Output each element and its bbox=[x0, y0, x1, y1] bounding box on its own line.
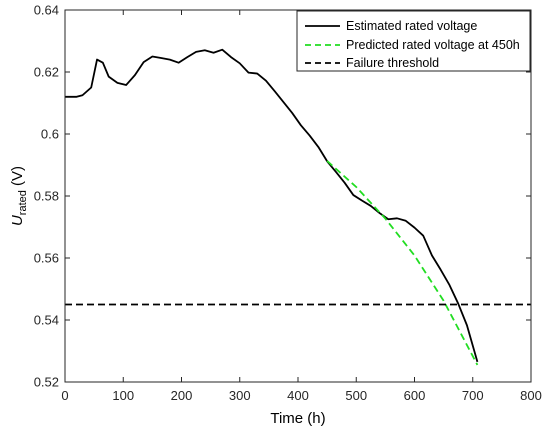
x-axis-title: Time (h) bbox=[270, 410, 325, 427]
y-tick-label: 0.62 bbox=[34, 65, 59, 80]
x-tick-label: 500 bbox=[345, 388, 367, 403]
y-axis: 0.52 0.54 0.56 0.58 0.6 0.62 0.64 bbox=[34, 3, 531, 390]
x-tick-label: 600 bbox=[404, 388, 426, 403]
x-tick-label: 800 bbox=[520, 388, 542, 403]
y-axis-title-symbol: U bbox=[9, 215, 26, 226]
x-tick-label: 400 bbox=[287, 388, 309, 403]
x-tick-label: 700 bbox=[462, 388, 484, 403]
y-tick-label: 0.52 bbox=[34, 375, 59, 390]
x-tick-label: 200 bbox=[171, 388, 193, 403]
series-layer bbox=[65, 48, 531, 366]
legend-label-estimated: Estimated rated voltage bbox=[346, 19, 477, 33]
x-axis: 0 100 200 300 400 500 600 700 800 bbox=[61, 10, 542, 403]
legend: Estimated rated voltage Predicted rated … bbox=[296, 10, 531, 72]
y-tick-label: 0.64 bbox=[34, 3, 59, 18]
y-axis-title-unit: (V) bbox=[9, 166, 26, 190]
x-tick-label: 300 bbox=[229, 388, 251, 403]
series-line-predicted bbox=[326, 160, 479, 366]
legend-box bbox=[296, 10, 531, 72]
legend-label-threshold: Failure threshold bbox=[346, 56, 439, 70]
y-tick-label: 0.56 bbox=[34, 251, 59, 266]
y-tick-label: 0.54 bbox=[34, 313, 59, 328]
series-line-estimated bbox=[65, 48, 479, 363]
y-tick-label: 0.6 bbox=[41, 127, 59, 142]
y-axis-title: Urated (V) bbox=[9, 166, 29, 226]
y-axis-title-subscript: rated bbox=[17, 190, 29, 215]
x-tick-label: 100 bbox=[112, 388, 134, 403]
legend-label-predicted: Predicted rated voltage at 450h bbox=[346, 38, 520, 52]
y-tick-label: 0.58 bbox=[34, 189, 59, 204]
x-tick-label: 0 bbox=[61, 388, 68, 403]
